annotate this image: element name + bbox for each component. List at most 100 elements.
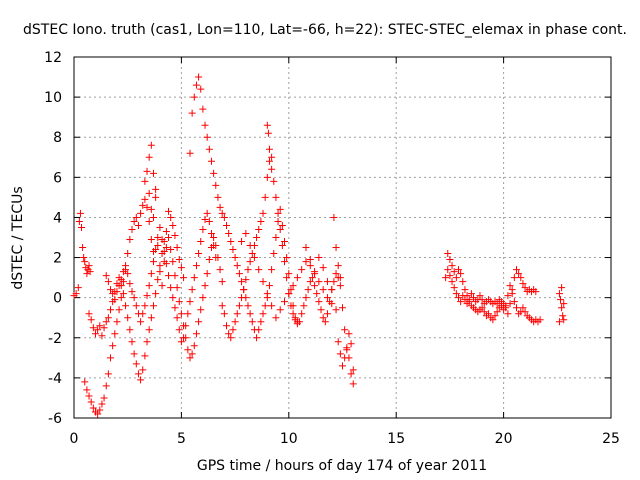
data-point <box>98 400 106 408</box>
data-point <box>515 270 523 278</box>
data-point <box>91 330 99 338</box>
data-point <box>89 324 97 332</box>
data-point <box>203 133 211 141</box>
data-point <box>117 294 125 302</box>
data-point <box>502 302 510 310</box>
data-point <box>263 121 271 129</box>
data-point <box>137 376 145 384</box>
data-point <box>508 290 516 298</box>
data-point <box>238 294 246 302</box>
data-point <box>448 278 456 286</box>
data-point <box>519 280 527 288</box>
data-point <box>130 217 138 225</box>
data-point <box>253 234 261 241</box>
data-point <box>306 262 314 270</box>
data-point <box>126 236 134 244</box>
data-point <box>339 362 346 370</box>
data-point <box>263 173 271 181</box>
data-point <box>278 242 286 250</box>
data-point <box>154 234 162 241</box>
data-point <box>141 352 149 360</box>
data-point <box>201 215 209 223</box>
data-point <box>218 209 226 217</box>
data-point <box>491 312 499 320</box>
data-point <box>137 318 145 326</box>
data-point <box>444 266 452 274</box>
data-point <box>107 354 115 362</box>
data-point <box>86 268 94 276</box>
data-point <box>476 292 484 300</box>
y-tick-label: -6 <box>48 411 62 427</box>
data-point <box>315 254 323 262</box>
data-point <box>197 238 205 246</box>
data-point <box>137 209 145 217</box>
y-tick-label: 0 <box>53 291 62 307</box>
data-point <box>94 326 102 334</box>
data-point <box>145 217 153 225</box>
data-point <box>223 322 231 330</box>
data-point <box>512 266 520 274</box>
data-point <box>145 282 153 290</box>
data-point <box>240 286 248 294</box>
data-point <box>302 258 310 266</box>
data-point <box>296 318 304 326</box>
data-point <box>186 149 194 157</box>
data-point <box>225 330 233 338</box>
data-point <box>493 300 501 308</box>
data-point <box>302 244 310 252</box>
data-point <box>328 286 336 294</box>
data-point <box>315 298 323 306</box>
data-point <box>139 366 147 374</box>
data-point <box>227 238 235 246</box>
data-point <box>336 282 344 290</box>
data-point <box>126 326 134 334</box>
data-point <box>147 314 155 322</box>
data-point <box>255 266 263 274</box>
data-point <box>276 205 284 213</box>
data-point <box>261 302 269 310</box>
data-point <box>270 250 278 258</box>
data-point <box>195 250 203 258</box>
data-point <box>141 302 149 310</box>
data-point <box>293 274 301 282</box>
data-point <box>100 394 108 402</box>
data-point <box>270 177 278 185</box>
data-point <box>74 284 82 292</box>
data-point <box>87 316 95 324</box>
data-point <box>276 306 284 314</box>
data-point <box>506 300 514 308</box>
data-point <box>336 350 344 358</box>
data-point <box>532 288 540 296</box>
data-point <box>341 354 349 362</box>
y-tick-label: 4 <box>53 210 62 226</box>
data-point <box>143 292 151 300</box>
data-point <box>231 254 239 262</box>
data-point <box>173 284 181 292</box>
data-point <box>450 284 458 292</box>
data-point <box>203 209 211 217</box>
data-point <box>302 294 310 302</box>
data-point <box>173 314 181 322</box>
data-point <box>521 284 529 292</box>
data-point <box>169 294 177 302</box>
data-point <box>167 213 175 221</box>
data-point <box>182 322 190 330</box>
data-point <box>281 298 289 306</box>
data-point <box>315 278 323 286</box>
data-point <box>162 244 170 252</box>
data-point <box>341 326 349 334</box>
data-point <box>281 258 289 266</box>
data-point <box>141 195 149 203</box>
data-point <box>180 334 188 342</box>
data-point <box>457 270 465 278</box>
data-point <box>500 306 508 314</box>
data-point <box>149 258 157 266</box>
data-point <box>186 298 194 306</box>
data-point <box>276 225 284 233</box>
data-point <box>122 302 130 310</box>
data-point <box>190 274 198 282</box>
data-point <box>521 308 529 316</box>
data-point <box>147 236 155 244</box>
data-point <box>218 278 226 286</box>
data-point <box>199 105 207 113</box>
